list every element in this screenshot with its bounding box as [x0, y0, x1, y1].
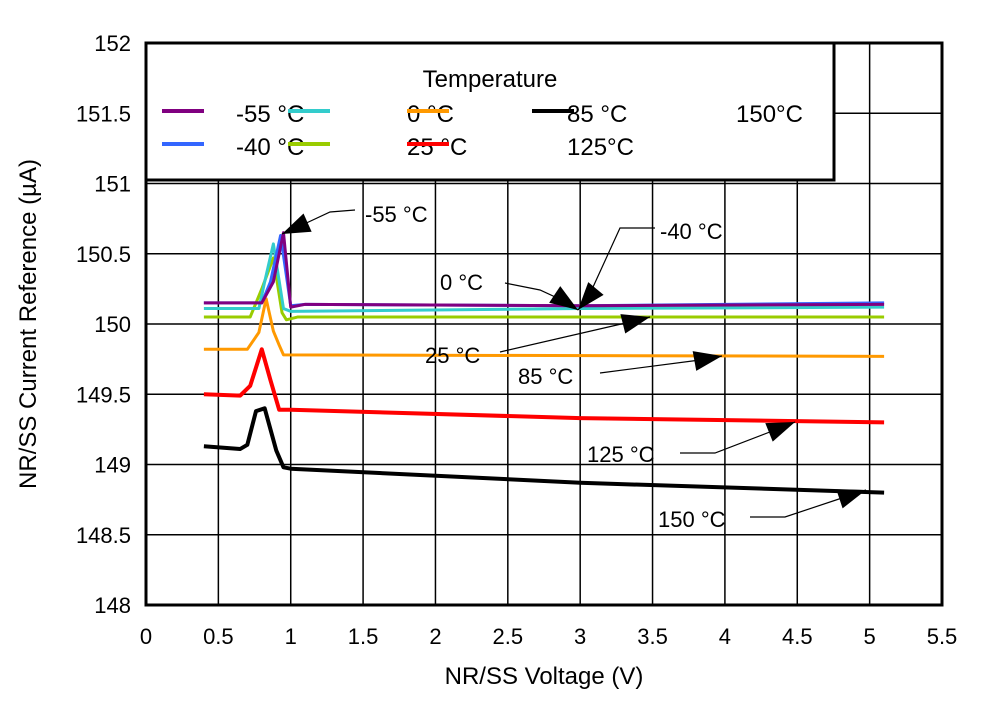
- series-line-6: [203, 406, 885, 495]
- legend-entry: 25 °C: [407, 134, 467, 161]
- annotation-arrowhead: [282, 213, 312, 234]
- x-tick-label: 0: [140, 624, 152, 649]
- legend-entry: 0 °C: [407, 101, 454, 128]
- annotation-arrowhead: [620, 314, 650, 334]
- annotation-label: 0 °C: [440, 270, 483, 295]
- legend-box: [144, 41, 836, 182]
- series-line-0: [203, 231, 885, 309]
- y-tick-label: 152: [94, 31, 131, 56]
- annotation-label: 25 °C: [425, 343, 480, 368]
- annotation-arrowhead: [692, 351, 722, 371]
- x-tick-label: 2: [429, 624, 441, 649]
- x-tick-label: 5: [864, 624, 876, 649]
- annotation-arrowhead: [578, 282, 604, 310]
- annotation-arrowhead: [765, 422, 795, 442]
- annotation-label: 85 °C: [518, 364, 573, 389]
- y-tick-label: 149: [94, 453, 131, 478]
- plot-border: [144, 41, 944, 607]
- annotation-label: 150 °C: [658, 507, 726, 532]
- x-tick-label: 3: [574, 624, 586, 649]
- x-tick-label: 5.5: [927, 624, 958, 649]
- x-tick-label: 2.5: [493, 624, 524, 649]
- series-line-4: [203, 297, 885, 358]
- series-line-1: [203, 233, 885, 308]
- y-tick-label: 149.5: [76, 382, 131, 407]
- x-tick-label: 3.5: [637, 624, 668, 649]
- legend-entry: 125°C: [567, 134, 634, 161]
- y-axis-label: NR/SS Current Reference (µA): [15, 159, 42, 489]
- x-tick-label: 0.5: [203, 624, 234, 649]
- series-line-3: [203, 256, 885, 322]
- series-line-5: [203, 347, 885, 425]
- x-tick-label: 4: [719, 624, 731, 649]
- y-tick-label: 148.5: [76, 523, 131, 548]
- legend-entry: -40 °C: [236, 134, 304, 161]
- annotation-label: -55 °C: [365, 202, 428, 227]
- y-tick-label: 150.5: [76, 242, 131, 267]
- y-tick-label: 150: [94, 312, 131, 337]
- legend-entry: -55 °C: [236, 101, 304, 128]
- x-axis-label: NR/SS Voltage (V): [445, 663, 644, 690]
- legend-entry: 150°C: [736, 101, 803, 128]
- x-tick-label: 1: [285, 624, 297, 649]
- annotation-arrowhead: [549, 286, 578, 310]
- y-tick-label: 148: [94, 593, 131, 618]
- x-tick-label: 4.5: [782, 624, 813, 649]
- annotation-label: -40 °C: [660, 219, 723, 244]
- y-tick-label: 151.5: [76, 101, 131, 126]
- annotation-label: 125 °C: [587, 442, 655, 467]
- legend-title: Temperature: [423, 66, 558, 93]
- legend-entry: 85 °C: [567, 101, 627, 128]
- x-tick-label: 1.5: [348, 624, 379, 649]
- y-tick-label: 151: [94, 172, 131, 197]
- annotation-arrowhead: [836, 489, 866, 509]
